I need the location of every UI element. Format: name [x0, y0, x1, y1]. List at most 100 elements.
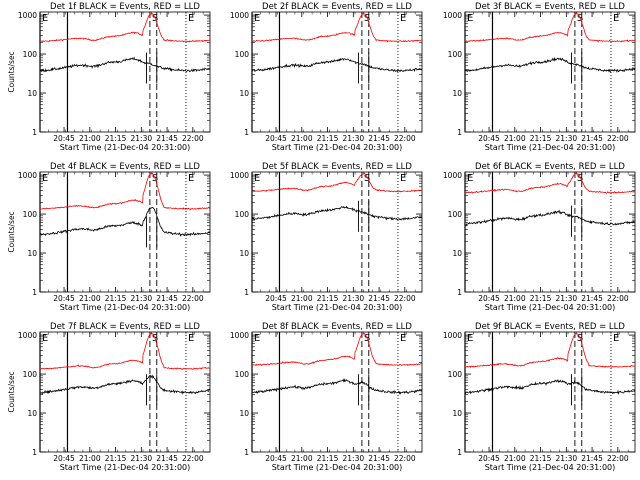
time-marker-label: E — [613, 13, 619, 24]
y-tick-label: 100 — [235, 210, 250, 219]
plot-frame — [251, 11, 423, 133]
y-tick-label: 100 — [448, 210, 463, 219]
time-marker-label: E — [254, 173, 260, 184]
x-tick-label: 20:45 — [53, 134, 75, 143]
x-tick-label: 21:45 — [368, 294, 390, 303]
y-tick-label: 1000 — [230, 171, 249, 180]
y-tick-label: 1 — [32, 448, 37, 457]
x-axis-label: Start Time (21-Dec-04 20:31:00) — [272, 463, 403, 472]
y-tick-label: 10 — [27, 249, 37, 258]
y-tick-label: 100 — [448, 370, 463, 379]
x-tick-label: 22:00 — [182, 134, 204, 143]
time-marker-label: E — [467, 173, 473, 184]
y-tick-label: 100 — [23, 50, 38, 59]
x-tick-label: 21:30 — [131, 454, 153, 463]
time-marker-label: E — [188, 13, 194, 24]
y-tick-label: 10 — [239, 89, 249, 98]
y-tick-label: 100 — [23, 370, 38, 379]
x-tick-label: 21:00 — [291, 454, 313, 463]
y-tick-label: 1000 — [230, 11, 249, 20]
time-marker-label: E — [254, 13, 260, 24]
x-tick-label: 20:45 — [478, 134, 500, 143]
x-axis-label: Start Time (21-Dec-04 20:31:00) — [272, 143, 403, 152]
x-axis-label: Start Time (21-Dec-04 20:31:00) — [60, 463, 191, 472]
y-tick-label: 10 — [239, 249, 249, 258]
series-line-events — [464, 56, 636, 74]
detector-panel-7: Det 7f BLACK = Events, RED = LLD 1 10 100 10… — [7, 322, 211, 472]
x-tick-label: 21:45 — [368, 454, 390, 463]
panel-title: Det 5f BLACK = Events, RED = LLD — [262, 162, 412, 172]
x-tick-label: 22:00 — [394, 294, 416, 303]
series-line-lld — [465, 172, 636, 194]
x-tick-label: 21:00 — [504, 294, 526, 303]
y-tick-label: 1000 — [18, 331, 37, 340]
y-tick-label: 1000 — [18, 11, 37, 20]
time-marker-label: E — [188, 173, 194, 184]
panel-title: Det 3f BLACK = Events, RED = LLD — [475, 2, 625, 12]
series-line-events — [251, 205, 423, 221]
series-line-lld — [251, 332, 422, 367]
time-marker-label: E — [400, 173, 406, 184]
x-tick-label: 21:00 — [504, 134, 526, 143]
detector-panel-3: Det 3f BLACK = Events, RED = LLD 1 10 100 10… — [443, 2, 636, 152]
time-marker-label: E — [42, 333, 48, 344]
time-marker-label: S — [364, 173, 370, 184]
x-tick-label: 21:00 — [504, 454, 526, 463]
y-tick-label: 1 — [457, 448, 462, 457]
x-tick-label: 21:15 — [317, 294, 339, 303]
series-line-lld — [251, 172, 422, 193]
x-tick-label: 22:00 — [182, 454, 204, 463]
x-tick-label: 22:00 — [394, 454, 416, 463]
time-marker-label: E — [400, 333, 406, 344]
x-tick-label: 21:30 — [343, 454, 365, 463]
y-tick-label: 1 — [244, 448, 249, 457]
y-tick-label: 100 — [448, 50, 463, 59]
x-tick-label: 21:00 — [79, 454, 101, 463]
x-tick-label: 22:00 — [607, 294, 629, 303]
x-tick-label: 21:15 — [105, 294, 127, 303]
y-tick-label: 10 — [27, 89, 37, 98]
x-tick-label: 21:45 — [156, 294, 178, 303]
x-tick-label: 20:45 — [478, 294, 500, 303]
x-tick-label: 21:30 — [131, 134, 153, 143]
panel-title: Det 6f BLACK = Events, RED = LLD — [475, 162, 625, 172]
y-tick-label: 100 — [23, 210, 38, 219]
x-tick-label: 21:15 — [317, 134, 339, 143]
x-tick-label: 21:15 — [105, 454, 127, 463]
y-tick-label: 1000 — [443, 11, 462, 20]
x-tick-label: 21:00 — [79, 134, 101, 143]
detector-panel-9: Det 9f BLACK = Events, RED = LLD 1 10 100 10… — [443, 322, 636, 472]
panel-title: Det 8f BLACK = Events, RED = LLD — [262, 322, 412, 332]
series-line-events — [464, 209, 636, 226]
y-tick-label: 1000 — [18, 171, 37, 180]
x-tick-label: 21:30 — [343, 134, 365, 143]
y-tick-label: 10 — [452, 89, 462, 98]
series-line-events — [251, 57, 423, 73]
time-marker-label: E — [613, 333, 619, 344]
x-tick-label: 21:15 — [530, 294, 552, 303]
y-tick-label: 10 — [452, 249, 462, 258]
x-tick-label: 21:30 — [556, 134, 578, 143]
y-tick-label: 10 — [452, 409, 462, 418]
x-tick-label: 20:45 — [265, 454, 287, 463]
series-line-lld — [39, 172, 211, 211]
detector-panel-5: Det 5f BLACK = Events, RED = LLD 1 10 100 10… — [230, 162, 423, 312]
detector-panel-6: Det 6f BLACK = Events, RED = LLD 1 10 100 10… — [443, 162, 636, 312]
x-tick-label: 21:45 — [581, 134, 603, 143]
detector-panel-2: Det 2f BLACK = Events, RED = LLD 1 10 100 10… — [230, 2, 423, 152]
series-line-events — [39, 206, 211, 237]
x-tick-label: 21:15 — [530, 454, 552, 463]
x-tick-label: 21:00 — [291, 134, 313, 143]
series-line-events — [39, 374, 211, 395]
time-marker-label: E — [467, 13, 473, 24]
y-tick-label: 1 — [244, 288, 249, 297]
x-axis-label: Start Time (21-Dec-04 20:31:00) — [485, 303, 616, 312]
plot-frame — [39, 11, 211, 133]
series-line-lld — [464, 332, 636, 368]
x-axis-label: Start Time (21-Dec-04 20:31:00) — [485, 463, 616, 472]
x-tick-label: 21:15 — [317, 454, 339, 463]
y-tick-label: 1 — [457, 128, 462, 137]
x-tick-label: 20:45 — [53, 454, 75, 463]
panel-title: Det 1f BLACK = Events, RED = LLD — [50, 2, 200, 12]
panel-title: Det 2f BLACK = Events, RED = LLD — [262, 2, 412, 12]
